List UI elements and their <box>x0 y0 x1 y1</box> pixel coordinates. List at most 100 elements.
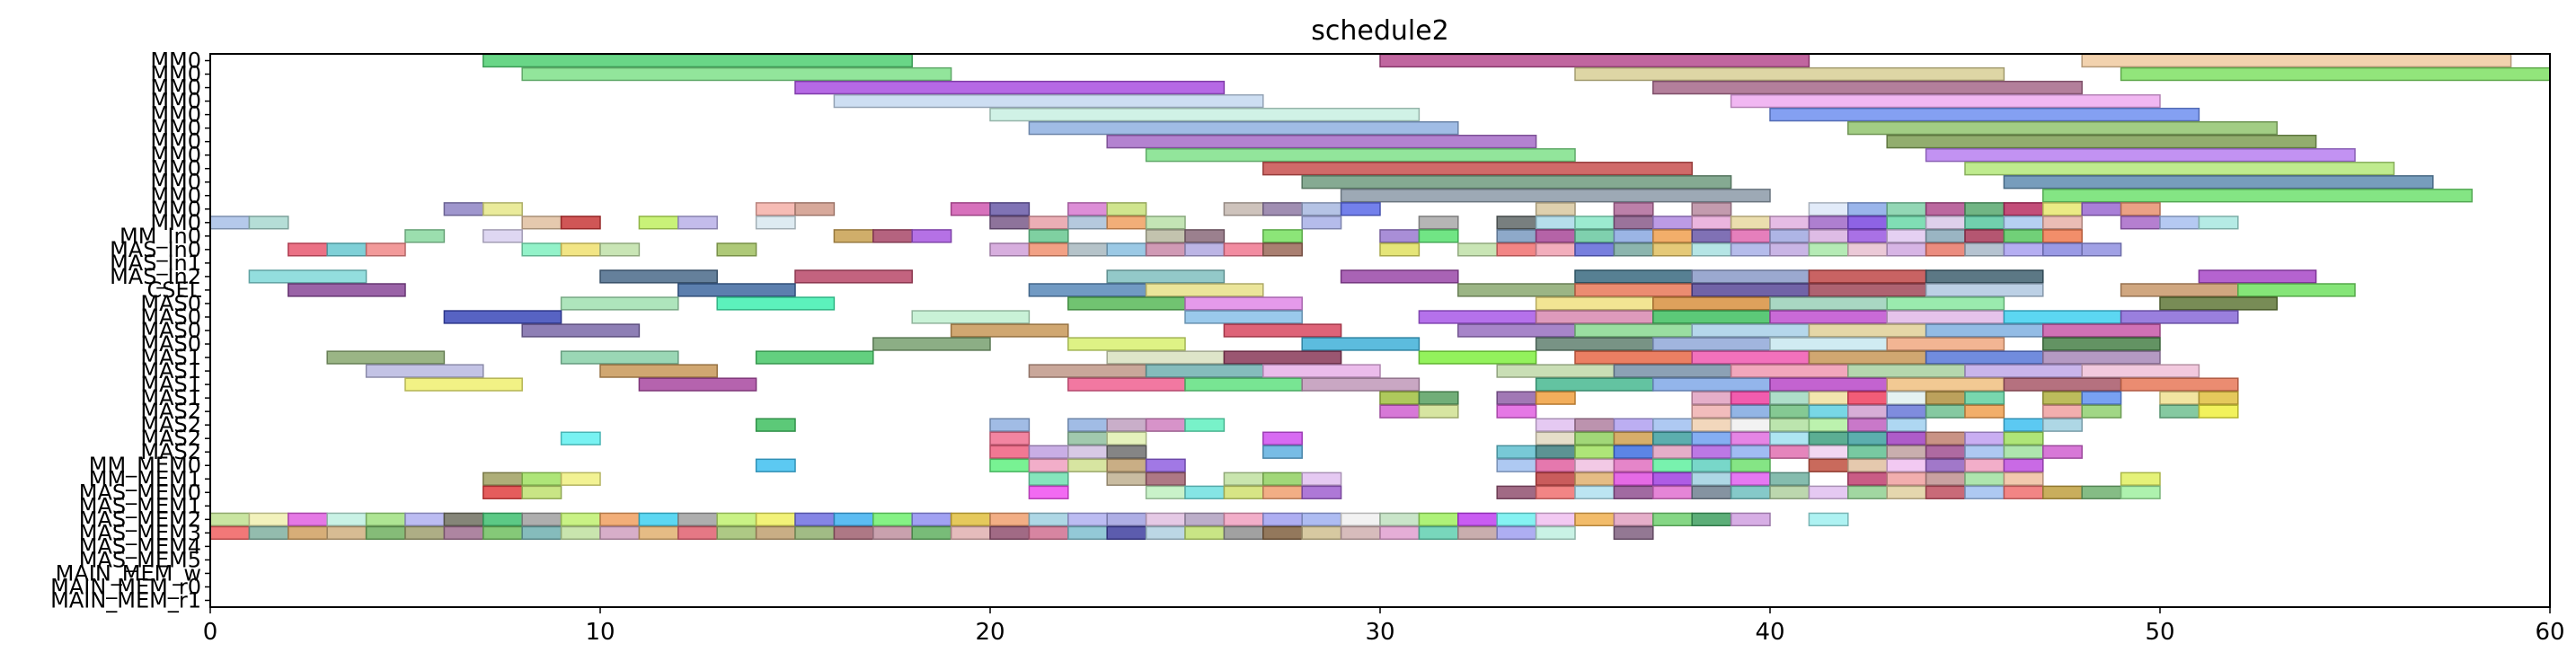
schedule-bar <box>989 525 1031 541</box>
schedule-bar <box>716 242 757 257</box>
schedule-bar <box>1418 404 1459 419</box>
schedule-bar <box>1418 512 1459 527</box>
schedule-bar <box>1925 391 1966 405</box>
schedule-bar <box>2237 283 2356 297</box>
schedule-bar <box>288 242 328 257</box>
schedule-bar <box>1613 364 1732 378</box>
schedule-bar <box>1691 242 1732 257</box>
schedule-bar <box>1769 296 1888 311</box>
schedule-bar <box>2042 445 2083 459</box>
schedule-bar <box>1886 377 2005 392</box>
schedule-bar <box>989 216 1031 230</box>
schedule-bar <box>2042 350 2161 365</box>
schedule-bar <box>482 229 523 243</box>
schedule-bar <box>209 512 251 527</box>
schedule-bar <box>1262 229 1303 243</box>
schedule-bar <box>1730 472 1771 486</box>
schedule-bar <box>1769 472 1810 486</box>
schedule-bar <box>1730 431 1771 445</box>
schedule-bar <box>1028 242 1069 257</box>
schedule-bar <box>1808 458 1849 472</box>
schedule-bar <box>1379 391 1421 405</box>
schedule-bar <box>1496 242 1537 257</box>
schedule-bar <box>911 229 952 243</box>
schedule-bar <box>1964 364 2083 378</box>
schedule-bar <box>2198 404 2239 419</box>
schedule-bar <box>1106 445 1147 459</box>
schedule-bar <box>1067 202 1108 216</box>
schedule-bar <box>443 202 484 216</box>
schedule-bar <box>1652 472 1693 486</box>
schedule-bar <box>1418 229 1459 243</box>
schedule-bar <box>2081 364 2200 378</box>
schedule-bar <box>599 512 641 527</box>
schedule-bar <box>521 472 562 486</box>
schedule-bar <box>1847 120 2278 136</box>
schedule-bar <box>521 323 641 338</box>
schedule-bar <box>1769 216 1810 230</box>
schedule-bar <box>1730 242 1771 257</box>
schedule-bar <box>1106 458 1147 472</box>
schedule-bar <box>1379 53 1810 68</box>
schedule-bar <box>209 216 251 230</box>
y-tick-label: MAS1 <box>140 385 201 410</box>
y-tick-label: MAS2 <box>140 399 201 424</box>
schedule-bar <box>2120 485 2161 499</box>
schedule-bar <box>1028 229 1069 243</box>
schedule-bar <box>1535 377 1654 392</box>
schedule-bar <box>1067 445 1108 459</box>
schedule-bar <box>1652 229 1693 243</box>
schedule-bar <box>1847 458 1888 472</box>
schedule-bar <box>872 229 913 243</box>
schedule-bar <box>1769 485 1810 499</box>
x-tick-label: 40 <box>1755 619 1784 646</box>
schedule-bar <box>1613 445 1654 459</box>
schedule-bar <box>1886 391 1927 405</box>
schedule-bar <box>404 229 446 243</box>
schedule-bar <box>1574 512 1616 527</box>
schedule-bar <box>1028 512 1069 527</box>
schedule-bar <box>1925 148 2356 163</box>
y-tick-label: MM_MEM0 <box>89 453 201 478</box>
x-tick-label: 50 <box>2145 619 2174 646</box>
schedule-bar <box>872 512 913 527</box>
schedule-bar <box>1028 458 1069 472</box>
y-tick-label: MM0 <box>150 156 201 181</box>
schedule-bar <box>1574 458 1616 472</box>
schedule-bar <box>2003 377 2122 392</box>
schedule-bar <box>1067 337 1186 351</box>
schedule-bar <box>1613 458 1654 472</box>
schedule-bar <box>1691 229 1732 243</box>
schedule-bar <box>716 296 836 311</box>
schedule-bar <box>443 525 484 541</box>
schedule-bar <box>1028 364 1147 378</box>
schedule-bar <box>1535 445 1576 459</box>
schedule-bar <box>2120 472 2161 486</box>
schedule-bar <box>1262 512 1303 527</box>
schedule-bar <box>1145 458 1186 472</box>
schedule-bar <box>1730 364 1849 378</box>
schedule-bar <box>1418 216 1459 230</box>
schedule-bar <box>1847 202 1888 216</box>
schedule-bar <box>1418 350 1537 365</box>
schedule-bar <box>1886 404 1927 419</box>
schedule-bar <box>1106 431 1147 445</box>
y-tick-label: MAS0 <box>140 304 201 330</box>
schedule-bar <box>2003 431 2044 445</box>
schedule-bar <box>288 512 328 527</box>
schedule-bar <box>1535 229 1576 243</box>
schedule-bar <box>872 525 913 541</box>
schedule-bar <box>1613 525 1654 541</box>
schedule-bar <box>2042 202 2083 216</box>
schedule-bar <box>1535 458 1576 472</box>
schedule-bar <box>2159 296 2278 311</box>
schedule-bar <box>1184 310 1303 324</box>
schedule-bar <box>2159 404 2200 419</box>
schedule-bar <box>1574 66 2005 82</box>
schedule-bar <box>1067 431 1108 445</box>
schedule-bar <box>560 242 601 257</box>
schedule-bar <box>1262 445 1303 459</box>
schedule-bar <box>1145 418 1186 432</box>
schedule-bar <box>1730 458 1771 472</box>
y-tick-label: MAS1 <box>140 372 201 397</box>
